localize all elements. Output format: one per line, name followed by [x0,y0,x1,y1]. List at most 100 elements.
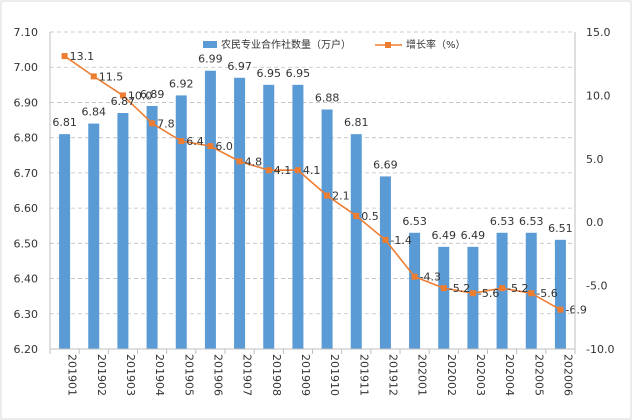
bar-data-label: 6.92 [169,77,194,90]
x-axis-tick-label: 201906 [211,354,224,396]
line-marker [119,92,126,99]
left-axis-tick-label: 6.80 [14,132,39,145]
line-data-label: 7.8 [157,117,175,130]
bar [117,113,129,349]
bar [234,77,246,350]
bar [350,134,362,349]
bar [409,232,421,349]
bar-data-label: 6.53 [519,215,544,228]
bar [321,109,333,349]
bar-data-label: 6.89 [140,88,165,101]
line-data-label: 6.4 [186,135,204,148]
left-axis-tick-label: 6.90 [14,96,39,109]
bar-data-label: 6.87 [111,95,136,108]
line-marker [382,236,389,243]
bar-data-label: 6.97 [227,60,252,73]
legend: 农民专业合作社数量（万户） 增长率（%） [203,38,466,51]
left-axis-tick-label: 7.00 [14,61,39,74]
right-axis-tick-label: 0.0 [586,216,604,229]
line-data-label: 11.5 [99,70,124,83]
line-data-label: -6.9 [565,304,586,317]
line-data-label: 10.0 [128,89,152,102]
bar [59,134,71,349]
legend-bar-swatch [203,41,217,48]
right-axis-tick-label: -5.0 [586,280,607,293]
left-axis-tick-label: 6.20 [14,343,39,356]
line-marker [440,285,447,292]
left-axis-tick-label: 6.50 [14,237,39,250]
bar-data-label: 6.49 [461,229,486,242]
bar [292,84,304,349]
growth-line [64,55,561,311]
axes: 6.20 6.30 6.40 6.50 6.60 6.70 6.80 6.90 7.00 7.10… [14,26,615,396]
line-marker [499,285,506,292]
line-marker [469,290,476,297]
bar-data-labels: 6.81 6.84 6.87 6.89 6.92 6.99 6.97 6.95 6.95 6.88… [52,53,572,242]
line-data-label: 4.8 [245,155,262,168]
line-series [61,53,564,313]
line-data-label: -5.2 [507,282,528,295]
bar-data-label: 6.49 [432,229,457,242]
line-marker [61,53,68,60]
bar-data-label: 6.81 [344,116,369,129]
x-axis-tick-label: 201911 [357,354,370,396]
x-axis-tick-label: 202001 [416,354,429,396]
bar-data-label: 6.81 [52,116,77,129]
line-data-label: 4.1 [274,164,292,177]
x-axis-tick-label: 202002 [445,354,458,396]
x-axis-tick-label: 202004 [503,354,516,396]
x-axis-tick-label: 201903 [124,354,137,396]
bar-data-label: 6.88 [315,91,340,104]
bar-data-label: 6.95 [257,67,282,80]
x-axis-tick-label: 201909 [299,354,312,396]
line-marker [411,273,418,280]
bar [554,239,566,349]
bar-data-label: 6.84 [82,106,107,119]
bar-data-label: 6.99 [198,53,223,66]
x-axis-tick-label: 201904 [153,354,166,396]
bar-data-label: 6.53 [402,215,427,228]
bar [204,70,216,349]
line-data-labels: 13.1 11.5 10.0 7.8 6.4 6.0 4.8 4.1 4.1 2.1 0.5 -1.4… [70,50,587,317]
line-marker [353,212,360,219]
line-marker [207,143,214,150]
line-data-label: -5.6 [478,287,499,300]
x-axis-tick-label: 202006 [561,354,574,396]
bar [379,176,391,349]
line-data-label: 6.0 [215,140,233,153]
line-marker [294,167,301,174]
bar-series [59,70,566,350]
bar [467,246,479,349]
line-marker [265,167,272,174]
gridlines [50,31,575,315]
legend-line-marker [385,42,391,48]
right-axis-tick-label: 5.0 [586,153,604,166]
line-data-label: -5.2 [449,282,470,295]
bar [175,95,187,350]
line-data-label: 0.5 [361,210,379,223]
line-marker [236,158,243,165]
line-data-label: 2.1 [332,190,350,203]
x-axis-tick-label: 201912 [386,354,399,396]
left-axis-tick-label: 6.60 [14,202,39,215]
line-marker [324,192,331,199]
line-data-label: -5.6 [536,287,557,300]
line-marker [528,290,535,297]
x-axis-tick-label: 201902 [95,354,108,396]
right-axis-tick-label: 15.0 [586,26,611,39]
x-axis-tick-label: 202003 [474,354,487,396]
right-axis-tick-label: -10.0 [586,343,614,356]
line-data-label: 13.1 [70,50,95,63]
bar-data-label: 6.69 [373,158,398,171]
bar [438,246,450,349]
line-marker [90,73,97,80]
x-axis-tick-label: 201908 [270,354,283,396]
x-axis-tick-label: 201905 [182,354,195,396]
bar-data-label: 6.51 [548,222,573,235]
line-marker [178,138,185,145]
left-axis-tick-label: 6.30 [14,308,39,321]
legend-bar-label: 农民专业合作社数量（万户） [221,38,351,51]
left-axis-tick-label: 7.10 [14,26,39,39]
line-marker [557,306,564,313]
